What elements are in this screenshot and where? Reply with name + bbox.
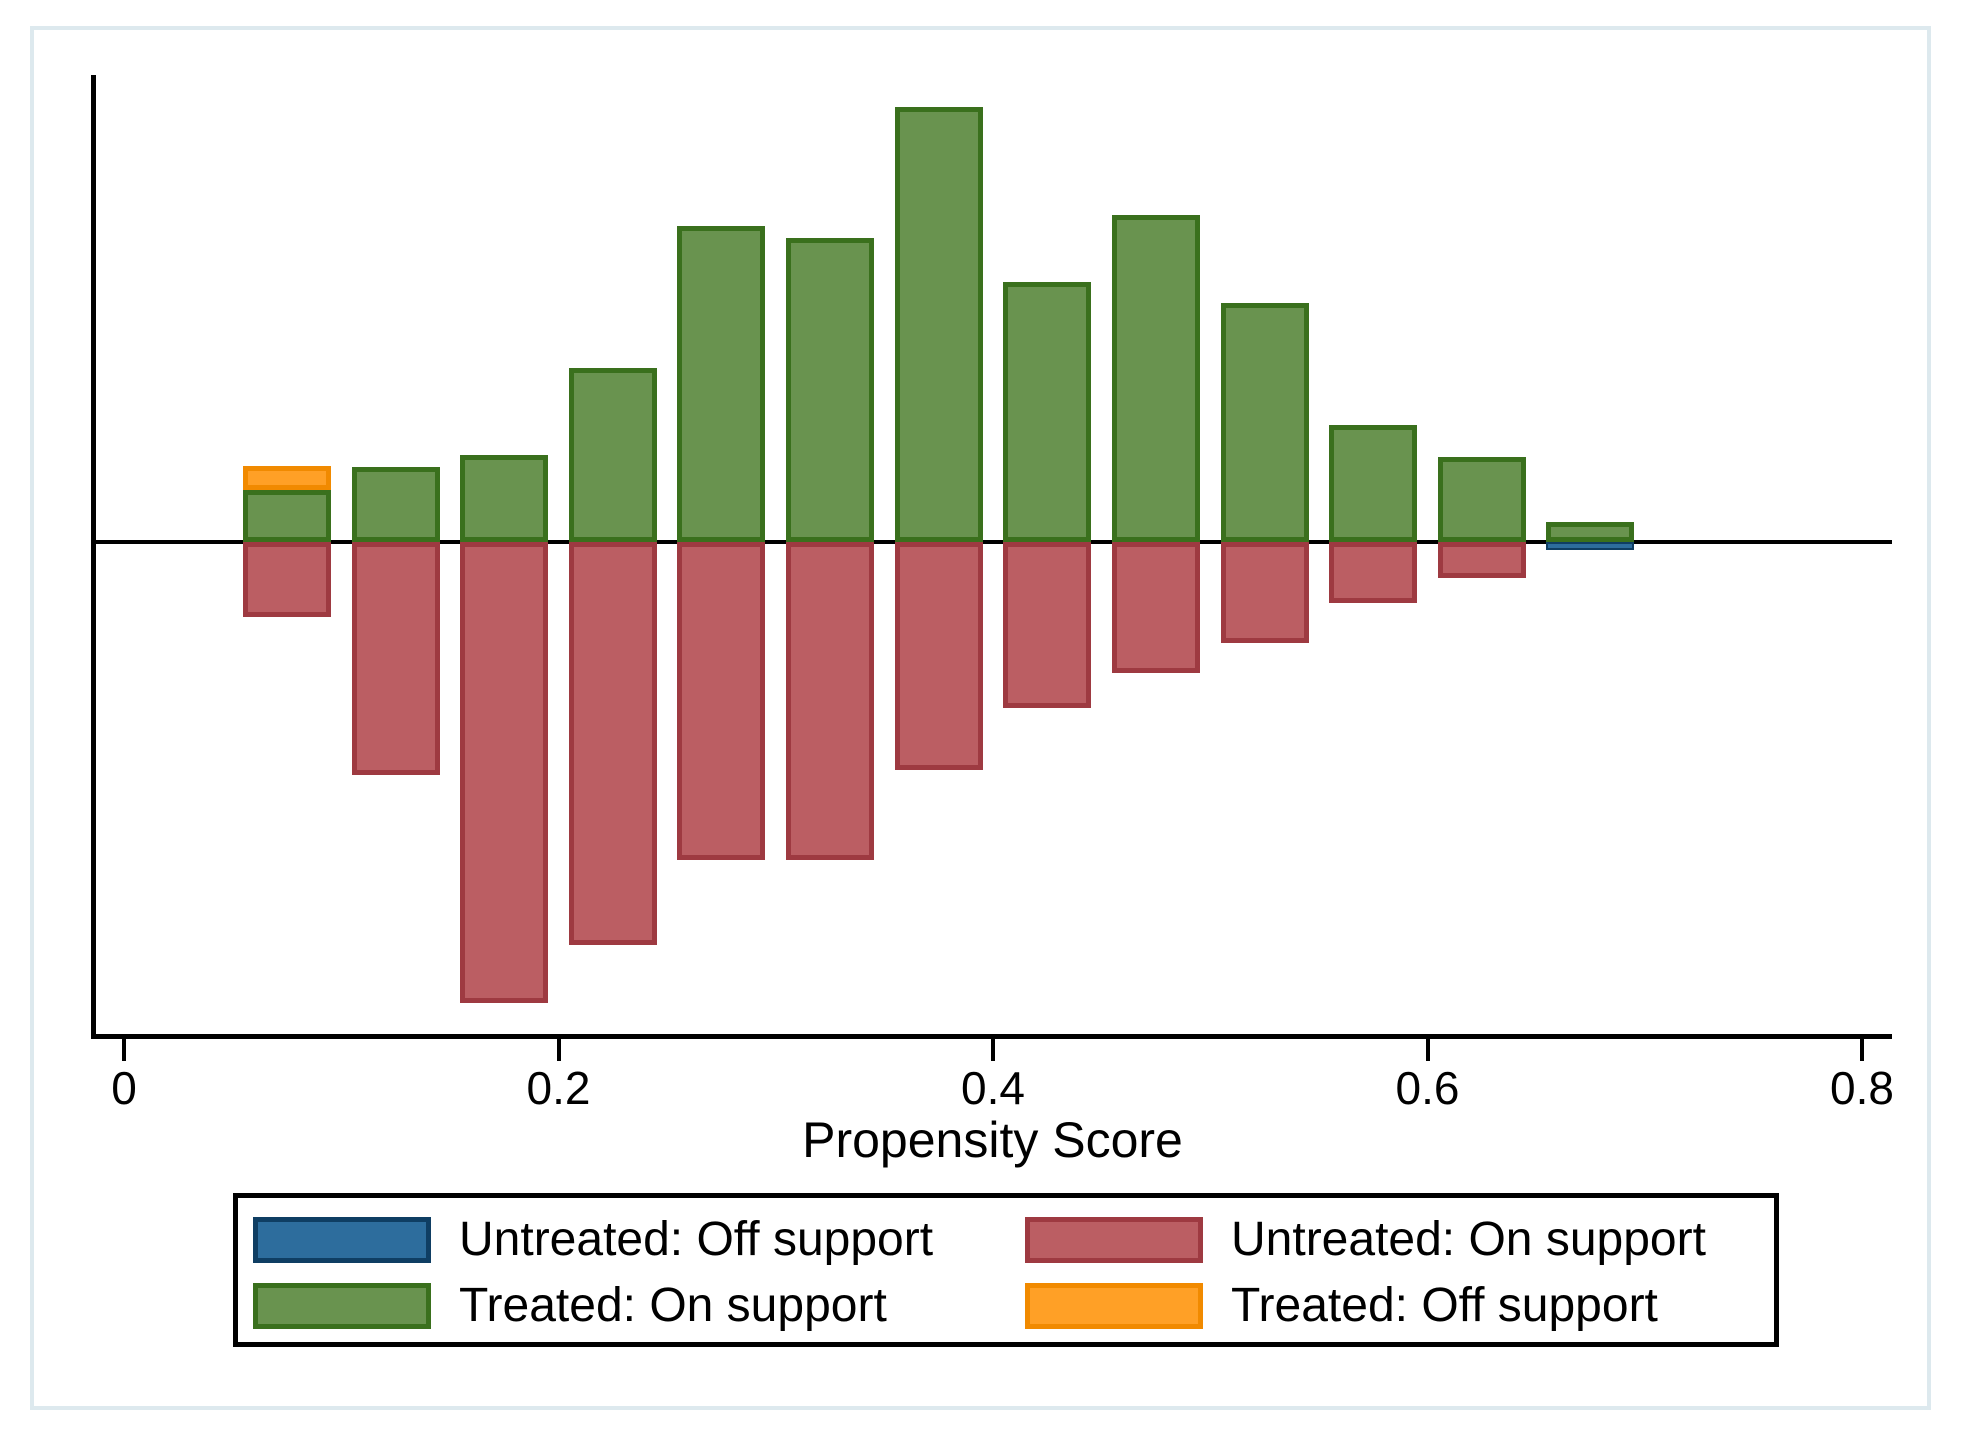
bar-segment-untreated-on — [786, 542, 874, 860]
x-tick-mark — [991, 1039, 995, 1061]
bar-segment-untreated-on — [243, 542, 331, 617]
bar-segment-untreated-on — [1438, 542, 1526, 578]
legend-item-untreated-off: Untreated: Off support — [253, 1210, 933, 1270]
bar-segment-treated-on — [1221, 303, 1309, 542]
x-tick-label: 0.2 — [526, 1062, 591, 1114]
legend-label-untreated-on: Untreated: On support — [1231, 1213, 1706, 1266]
x-axis-title: Propensity Score — [802, 1112, 1183, 1168]
x-tick-label: 0.4 — [961, 1062, 1025, 1114]
bar-segment-treated-on — [1112, 215, 1200, 542]
legend-item-treated-on: Treated: On support — [253, 1276, 887, 1336]
bar-segment-treated-on — [1003, 282, 1091, 542]
legend-swatch-untreated-off — [253, 1217, 431, 1263]
bar-segment-untreated-on — [569, 542, 657, 945]
bar-segment-treated-on — [569, 368, 657, 542]
bar-segment-treated-on — [243, 490, 331, 542]
bar-segment-untreated-on — [677, 542, 765, 860]
x-tick-mark — [556, 1039, 561, 1061]
bar-segment-treated-on — [460, 455, 548, 542]
bar-segment-treated-on — [1329, 425, 1417, 542]
x-axis-line — [91, 1034, 1892, 1039]
legend-swatch-untreated-on — [1025, 1217, 1203, 1263]
bar-segment-untreated-on — [352, 542, 440, 775]
legend-swatch-treated-off — [1025, 1283, 1203, 1329]
legend-label-treated-off: Treated: Off support — [1231, 1279, 1658, 1332]
x-tick-label: 0 — [111, 1062, 137, 1114]
bar-segment-treated-on — [1438, 457, 1526, 542]
bar-segment-treated-on — [352, 467, 440, 542]
legend-box: Untreated: Off support Untreated: On supp… — [233, 1193, 1779, 1347]
x-tick-label: 0.8 — [1830, 1062, 1894, 1114]
zero-baseline — [91, 540, 1892, 544]
bar-segment-treated-on — [677, 226, 765, 542]
bar-segment-untreated-on — [460, 542, 548, 1003]
bar-segment-untreated-on — [895, 542, 983, 770]
legend-item-treated-off: Treated: Off support — [1025, 1276, 1658, 1336]
legend-swatch-treated-on — [253, 1283, 431, 1329]
x-tick-mark — [1425, 1039, 1430, 1061]
bar-segment-treated-on — [1546, 522, 1634, 542]
bar-segment-untreated-on — [1329, 542, 1417, 603]
x-tick-mark — [1860, 1039, 1864, 1061]
bar-segment-untreated-on — [1112, 542, 1200, 673]
legend-item-untreated-on: Untreated: On support — [1025, 1210, 1706, 1270]
bar-segment-treated-off — [243, 466, 331, 490]
x-tick-mark — [122, 1039, 126, 1061]
bar-segment-treated-on — [786, 238, 874, 542]
bar-segment-untreated-on — [1221, 542, 1309, 643]
bar-segment-untreated-off — [1546, 542, 1634, 550]
legend-label-treated-on: Treated: On support — [459, 1279, 887, 1332]
legend-label-untreated-off: Untreated: Off support — [459, 1213, 934, 1266]
x-tick-label: 0.6 — [1395, 1062, 1460, 1114]
bar-segment-untreated-on — [1003, 542, 1091, 708]
y-axis-line — [91, 75, 96, 1039]
bar-segment-treated-on — [895, 107, 983, 542]
